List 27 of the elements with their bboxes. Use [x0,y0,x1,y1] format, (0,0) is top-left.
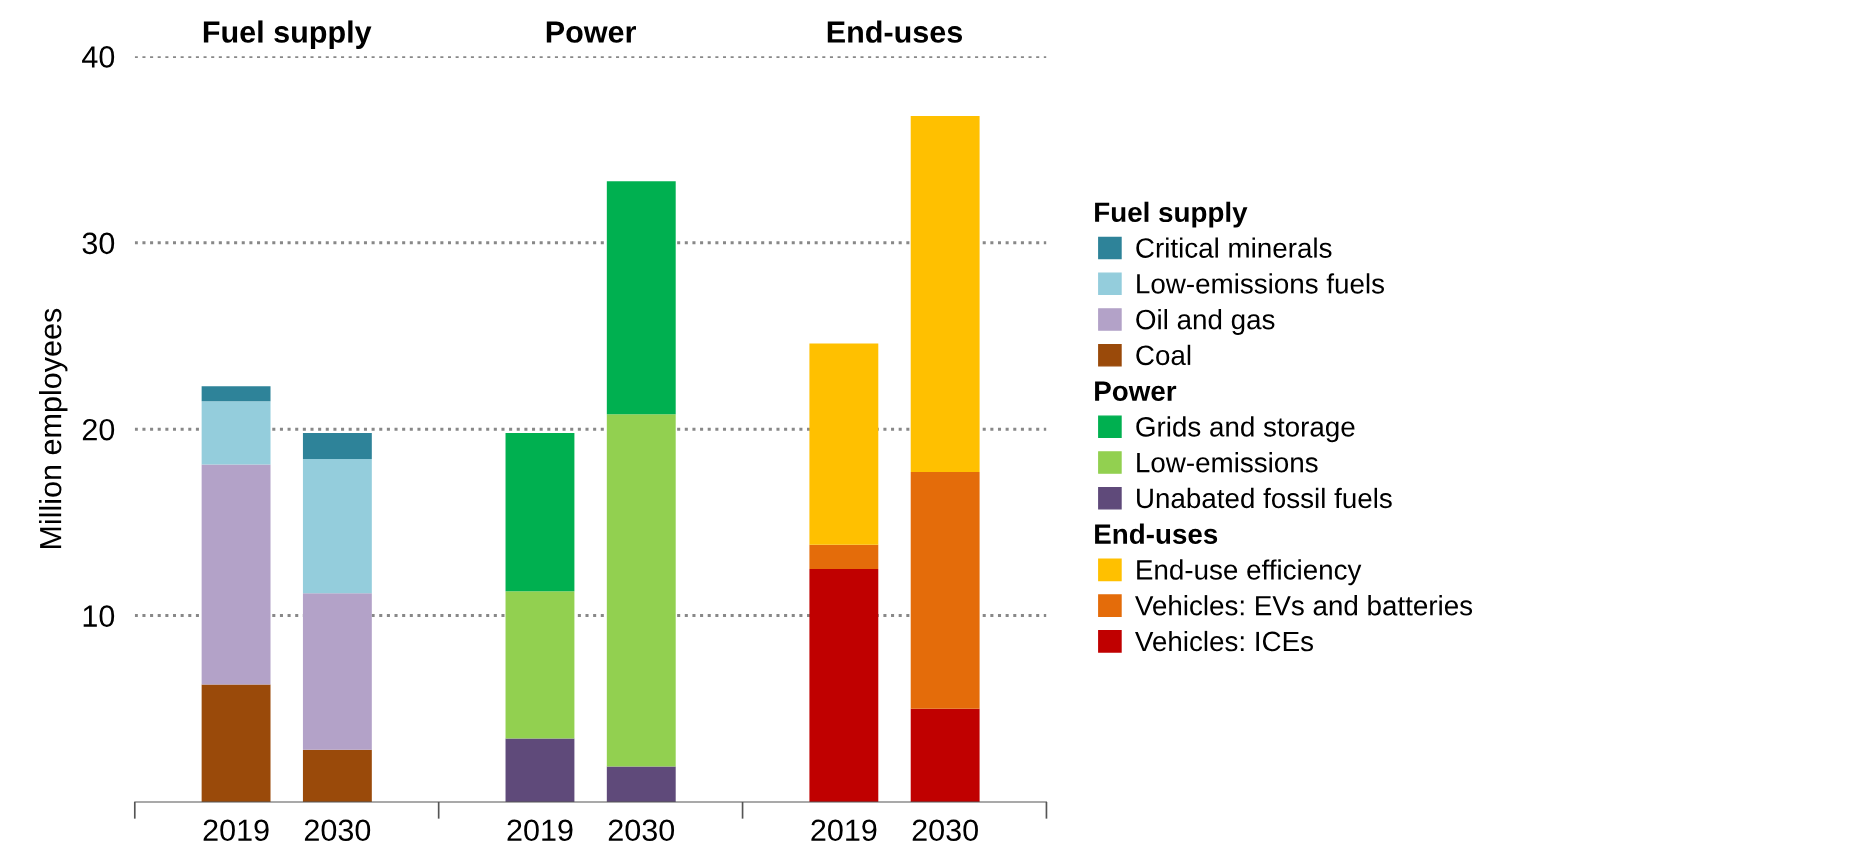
y-tick-label: 10 [83,605,115,627]
y-tick-label: 40 [82,46,115,68]
x-tick-label: 2019 [811,819,877,842]
text: Fuel supply [1095,201,1248,228]
legend-label: Critical minerals [1136,237,1332,258]
y-axis-title: Million employees [38,308,68,549]
legend-label: Unabated fossil fuels [1137,487,1392,509]
text: End-uses [827,20,963,43]
legend-label: Vehicles: ICEs [1135,630,1313,652]
x-tick-label: 2019 [203,819,269,842]
legend-label: End-use efficiency [1137,559,1362,586]
text: Fuel supply [203,20,372,49]
text: End-uses [1095,523,1218,544]
x-tick-label: 2030 [608,819,675,842]
legend-label: Vehicles: EVs and batteries [1135,595,1473,616]
legend-label: Low-emissions fuels [1137,273,1384,294]
legend-label: Grids and storage [1136,416,1355,443]
legend-label: Coal [1136,344,1191,366]
y-tick-label: 20 [82,418,115,441]
legend-label: Oil and gas [1136,309,1275,335]
text: Power [546,21,636,43]
x-tick-label: 2019 [507,819,573,842]
legend-label: Low-emissions [1137,452,1318,473]
x-tick-label: 2030 [912,819,978,842]
y-tick-label: 30 [82,232,115,255]
x-tick-label: 2030 [304,819,371,842]
text: Power [1095,381,1177,401]
